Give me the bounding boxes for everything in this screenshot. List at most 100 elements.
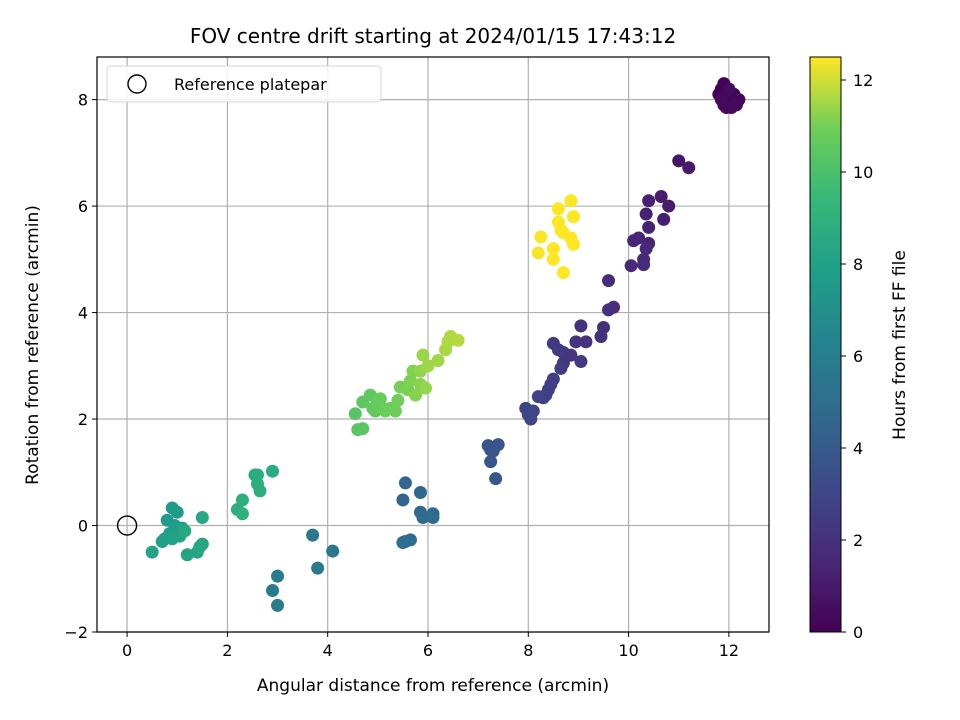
scatter-point [639, 242, 653, 256]
legend-box [106, 65, 382, 103]
scatter-point [356, 422, 370, 436]
scatter-point [170, 505, 184, 519]
scatter-point [551, 343, 565, 357]
x-tick-label: 8 [523, 641, 533, 660]
scatter-point [627, 234, 641, 248]
colorbar-tick-label: 12 [853, 71, 873, 90]
legend-entry-reference: Reference platepar [174, 75, 327, 94]
x-tick-label: 12 [719, 641, 739, 660]
scatter-point [178, 524, 192, 538]
colorbar-tick-label: 6 [853, 347, 863, 366]
y-tick-label: 4 [78, 304, 88, 323]
scatter-point [564, 194, 578, 208]
scatter-point [524, 412, 538, 426]
x-tick-label: 2 [222, 641, 232, 660]
scatter-point [348, 407, 362, 421]
scatter-point [388, 404, 402, 418]
scatter-point [556, 266, 570, 280]
scatter-point [311, 561, 325, 575]
colorbar-ticks: 0 2 4 6 8 10 12 [841, 71, 873, 642]
scatter-point [180, 548, 194, 562]
scatter-point [727, 98, 741, 112]
scatter-point [250, 468, 264, 482]
legend-marker-reference [127, 74, 147, 94]
scatter-point [421, 359, 435, 373]
scatter-point [271, 569, 285, 583]
scatter-point [642, 220, 656, 234]
scatter-point [391, 393, 405, 407]
colorbar-label: Hours from first FF file [890, 250, 910, 440]
scatter-point [637, 258, 651, 272]
scatter-point [722, 82, 736, 96]
scatter-point [155, 534, 169, 548]
scatter-point [566, 210, 580, 224]
colorbar-tick-label: 0 [853, 623, 863, 642]
scatter-point [546, 242, 560, 256]
scatter-point [551, 202, 565, 216]
scatter-point [714, 93, 728, 107]
colorbar-tick-label: 10 [853, 163, 873, 182]
x-axis-label: Angular distance from reference (arcmin) [257, 676, 609, 696]
scatter-point [418, 381, 432, 395]
scatter-point [602, 303, 616, 317]
scatter-point [657, 212, 671, 226]
scatter-point [431, 353, 445, 367]
scatter-point [253, 484, 267, 498]
legend: Reference platepar [106, 65, 382, 103]
scatter-point [266, 583, 280, 597]
scatter-point [271, 598, 285, 612]
scatter-point [326, 544, 340, 558]
scatter-point [624, 259, 638, 273]
scatter-point [484, 455, 498, 469]
scatter-point [195, 511, 209, 525]
scatter-point [416, 348, 430, 362]
x-tick-label: 10 [618, 641, 638, 660]
scatter-point [602, 274, 616, 288]
colorbar-gradient [809, 56, 842, 633]
scatter-point [531, 390, 545, 404]
colorbar-tick-label: 8 [853, 255, 863, 274]
scatter-point [554, 361, 568, 375]
scatter-point [416, 511, 430, 525]
scatter-point [489, 472, 503, 486]
plot-axes: 0 2 4 6 8 10 12 −2 0 2 4 6 8 [64, 56, 770, 660]
y-tick-label: 6 [78, 197, 88, 216]
scatter-point [569, 335, 583, 349]
scatter-point [396, 536, 410, 550]
x-tick-label: 6 [423, 641, 433, 660]
scatter-point [396, 493, 410, 507]
scatter-point [672, 154, 686, 168]
scatter-point [654, 189, 668, 203]
y-tick-label: 8 [78, 91, 88, 110]
y-tick-label: 2 [78, 410, 88, 429]
scatter-point [642, 194, 656, 208]
scatter-point [426, 511, 440, 525]
scatter-point [193, 540, 207, 554]
scatter-point [413, 486, 427, 500]
scatter-point [451, 333, 465, 347]
plot-frame [96, 56, 770, 633]
y-axis-label: Rotation from reference (arcmin) [23, 205, 43, 485]
scatter-point [235, 493, 249, 507]
x-tick-label: 0 [122, 641, 132, 660]
scatter-point [266, 464, 280, 478]
y-tick-label: −2 [64, 623, 88, 642]
scatter-point [306, 528, 320, 542]
colorbar: 0 2 4 6 8 10 12 Hours from first FF file [809, 56, 910, 642]
scatter-point [145, 545, 159, 559]
colorbar-tick-label: 4 [853, 439, 863, 458]
colorbar-tick-label: 2 [853, 531, 863, 550]
y-tick-label: 0 [78, 517, 88, 536]
scatter-point [662, 199, 676, 213]
scatter-point [594, 330, 608, 344]
scatter-point [235, 507, 249, 521]
scatter-point [574, 355, 588, 369]
x-tick-label: 4 [323, 641, 333, 660]
scatter-point [579, 335, 593, 349]
scatter-point [546, 252, 560, 266]
scatter-point [639, 207, 653, 221]
chart-title: FOV centre drift starting at 2024/01/15 … [190, 24, 676, 48]
scatter-point [534, 230, 548, 244]
